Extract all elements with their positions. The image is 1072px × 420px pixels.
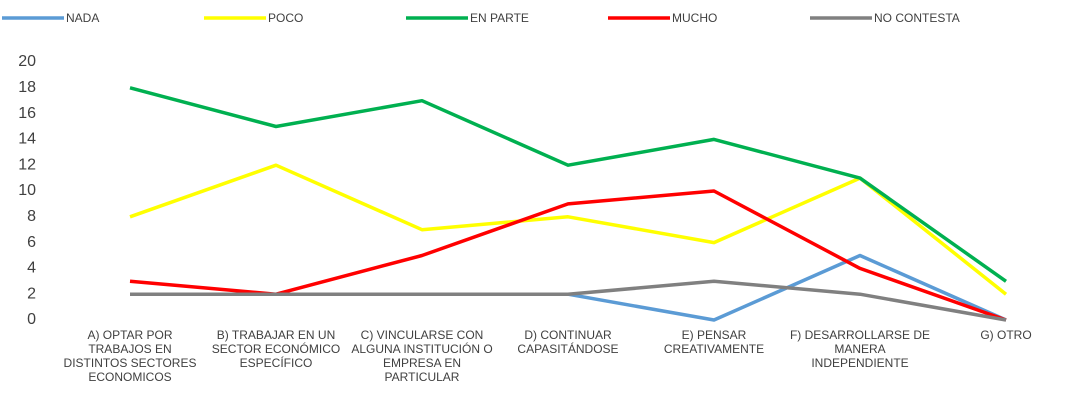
x-tick-label: G) OTRO (980, 328, 1032, 342)
legend-label: POCO (268, 11, 303, 25)
x-tick-label: A) OPTAR POR TRABAJOS EN DISTINTOS SECTO… (63, 328, 197, 384)
y-tick-label: 4 (27, 260, 36, 277)
y-tick-label: 10 (18, 182, 36, 199)
legend-label: NADA (66, 11, 99, 25)
x-tick-label: B) TRABAJAR EN UN SECTOR ECONÓMICO ESPEC… (211, 328, 341, 370)
x-tick-label: D) CONTINUAR CAPASITÁNDOSE (517, 328, 619, 356)
series-line (130, 279, 1007, 322)
y-tick-label: 6 (27, 234, 36, 251)
series-line (129, 86, 1008, 283)
x-tick-label: F) DESARROLLARSE DE MANERA INDEPENDIENTE (789, 328, 931, 370)
x-tick-label: E) PENSAR CREATIVAMENTE (663, 328, 765, 356)
y-tick-label: 18 (18, 79, 36, 96)
series-line (130, 253, 1007, 322)
y-tick-label: 8 (27, 208, 36, 225)
y-tick-label: 16 (18, 105, 36, 122)
y-tick-label: 20 (18, 53, 36, 70)
y-tick-label: 2 (27, 285, 36, 302)
legend-label: EN PARTE (470, 11, 529, 25)
series-line (129, 189, 1007, 322)
y-tick-label: 0 (27, 311, 36, 328)
y-tick-label: 14 (18, 131, 36, 148)
x-tick-label: C) VINCULARSE CON ALGUNA INSTITUCIÓN O E… (351, 328, 493, 384)
y-tick-label: 12 (18, 156, 36, 173)
legend-label: MUCHO (672, 11, 717, 25)
legend-label: NO CONTESTA (874, 11, 960, 25)
